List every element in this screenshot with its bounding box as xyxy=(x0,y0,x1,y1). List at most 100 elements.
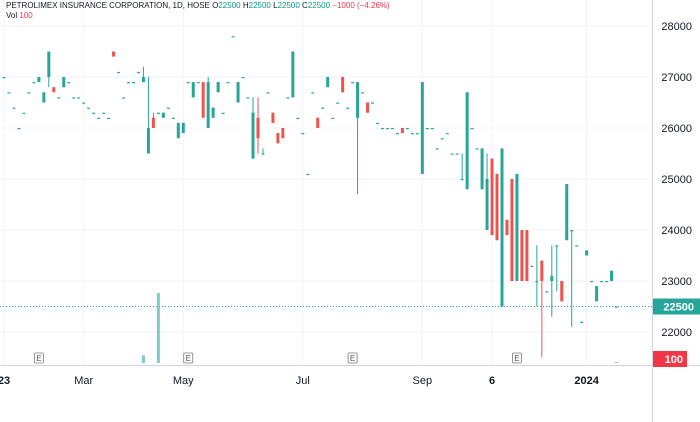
y-tick-label: 23000 xyxy=(661,276,692,288)
x-tick-label: May xyxy=(173,375,194,387)
change-value: −1000 (−4.26%) xyxy=(332,1,390,10)
y-tick-label: 27000 xyxy=(661,72,692,84)
symbol-label: PETROLIMEX INSURANCE CORPORATION, 1D, HO… xyxy=(6,1,210,10)
candle-body xyxy=(321,107,325,109)
candle-body xyxy=(82,102,86,104)
candle-body xyxy=(206,82,210,128)
candle-body xyxy=(336,102,340,104)
candle-body xyxy=(410,133,414,135)
candle-body xyxy=(361,92,365,94)
candle-body xyxy=(122,97,126,99)
volume-header: Vol 100 xyxy=(6,11,33,20)
candle-body xyxy=(510,179,514,281)
candle-body xyxy=(470,128,474,130)
candle-body xyxy=(176,122,180,139)
candle-body xyxy=(331,117,335,119)
candle-body xyxy=(196,82,200,84)
candle-body xyxy=(525,230,529,281)
candle-body xyxy=(246,97,250,99)
candle-body xyxy=(42,92,46,103)
candle-body xyxy=(266,92,270,94)
high-label: H xyxy=(242,1,249,10)
candle-body xyxy=(385,128,389,130)
candle-body xyxy=(550,275,554,281)
candle-body xyxy=(390,128,394,130)
candle-body xyxy=(475,148,479,150)
candle-body xyxy=(241,77,245,79)
candle-body xyxy=(565,184,569,241)
candle-body xyxy=(500,148,504,307)
x-tick-label: 2024 xyxy=(574,375,599,387)
candle-body xyxy=(545,291,549,293)
event-marker[interactable] xyxy=(33,352,44,364)
candle-body xyxy=(151,117,155,128)
candle-body xyxy=(286,97,290,99)
y-tick-label: 22000 xyxy=(661,327,692,339)
candle-body xyxy=(87,107,91,109)
candle-body xyxy=(306,173,310,176)
candle-body xyxy=(366,102,370,113)
candle-body xyxy=(57,97,61,99)
candle-body xyxy=(575,245,579,247)
candle-body xyxy=(186,82,190,84)
candle-body xyxy=(37,77,41,83)
candle-body xyxy=(346,107,350,109)
candle-body xyxy=(47,51,51,77)
candle-body xyxy=(62,77,66,88)
candle-body xyxy=(166,107,170,109)
candle-body xyxy=(460,179,464,181)
last-price-tag xyxy=(653,298,700,315)
event-marker-label: E xyxy=(514,354,519,363)
candle-body xyxy=(485,179,489,230)
candle-body xyxy=(221,112,225,114)
y-tick-label: 26000 xyxy=(661,123,692,135)
candle-body xyxy=(191,82,195,98)
candle-body xyxy=(311,92,315,94)
candle-body xyxy=(505,219,509,236)
candle-body xyxy=(251,112,255,159)
candle-body xyxy=(117,71,121,74)
candle-body xyxy=(376,122,379,125)
volume-bar xyxy=(141,355,145,363)
candle-body xyxy=(127,82,130,84)
candle-body xyxy=(440,138,444,140)
candle-body xyxy=(301,133,305,135)
event-marker-label: E xyxy=(186,354,191,363)
candle-body xyxy=(2,77,6,79)
candle-body xyxy=(570,230,574,232)
candle-body xyxy=(356,82,360,118)
candle-body xyxy=(535,281,539,283)
candle-body xyxy=(465,92,469,190)
x-tick-label: Jul xyxy=(296,375,310,387)
y-tick-label: 28000 xyxy=(661,21,692,33)
candle-body xyxy=(72,97,76,99)
candle-body xyxy=(102,112,106,114)
volume-tag xyxy=(653,351,687,367)
volume-bar xyxy=(156,293,160,363)
candle-body xyxy=(615,306,619,308)
candle-body xyxy=(371,102,375,104)
candle-body xyxy=(405,128,409,130)
event-marker[interactable] xyxy=(512,352,522,364)
candle-body xyxy=(400,128,404,134)
candle-body xyxy=(67,82,71,84)
candle-body xyxy=(171,117,175,119)
event-marker[interactable] xyxy=(183,352,194,364)
chart-header: PETROLIMEX INSURANCE CORPORATION, 1D, HO… xyxy=(6,1,390,10)
candle-body xyxy=(610,270,614,281)
candle-body xyxy=(341,77,345,93)
candle-body xyxy=(605,281,609,283)
candle-body xyxy=(211,107,215,118)
candle-body xyxy=(131,82,135,84)
last-price-tag-label: 22500 xyxy=(663,302,694,314)
candle-body xyxy=(112,51,116,57)
candle-body xyxy=(520,230,524,281)
event-marker[interactable] xyxy=(347,352,358,364)
open-value: 22500 xyxy=(218,1,241,10)
candle-body xyxy=(216,82,220,93)
candle-body xyxy=(540,260,544,281)
candle-body xyxy=(555,245,559,247)
x-tick-label: 6 xyxy=(489,375,495,387)
high-value: 22500 xyxy=(248,1,271,10)
